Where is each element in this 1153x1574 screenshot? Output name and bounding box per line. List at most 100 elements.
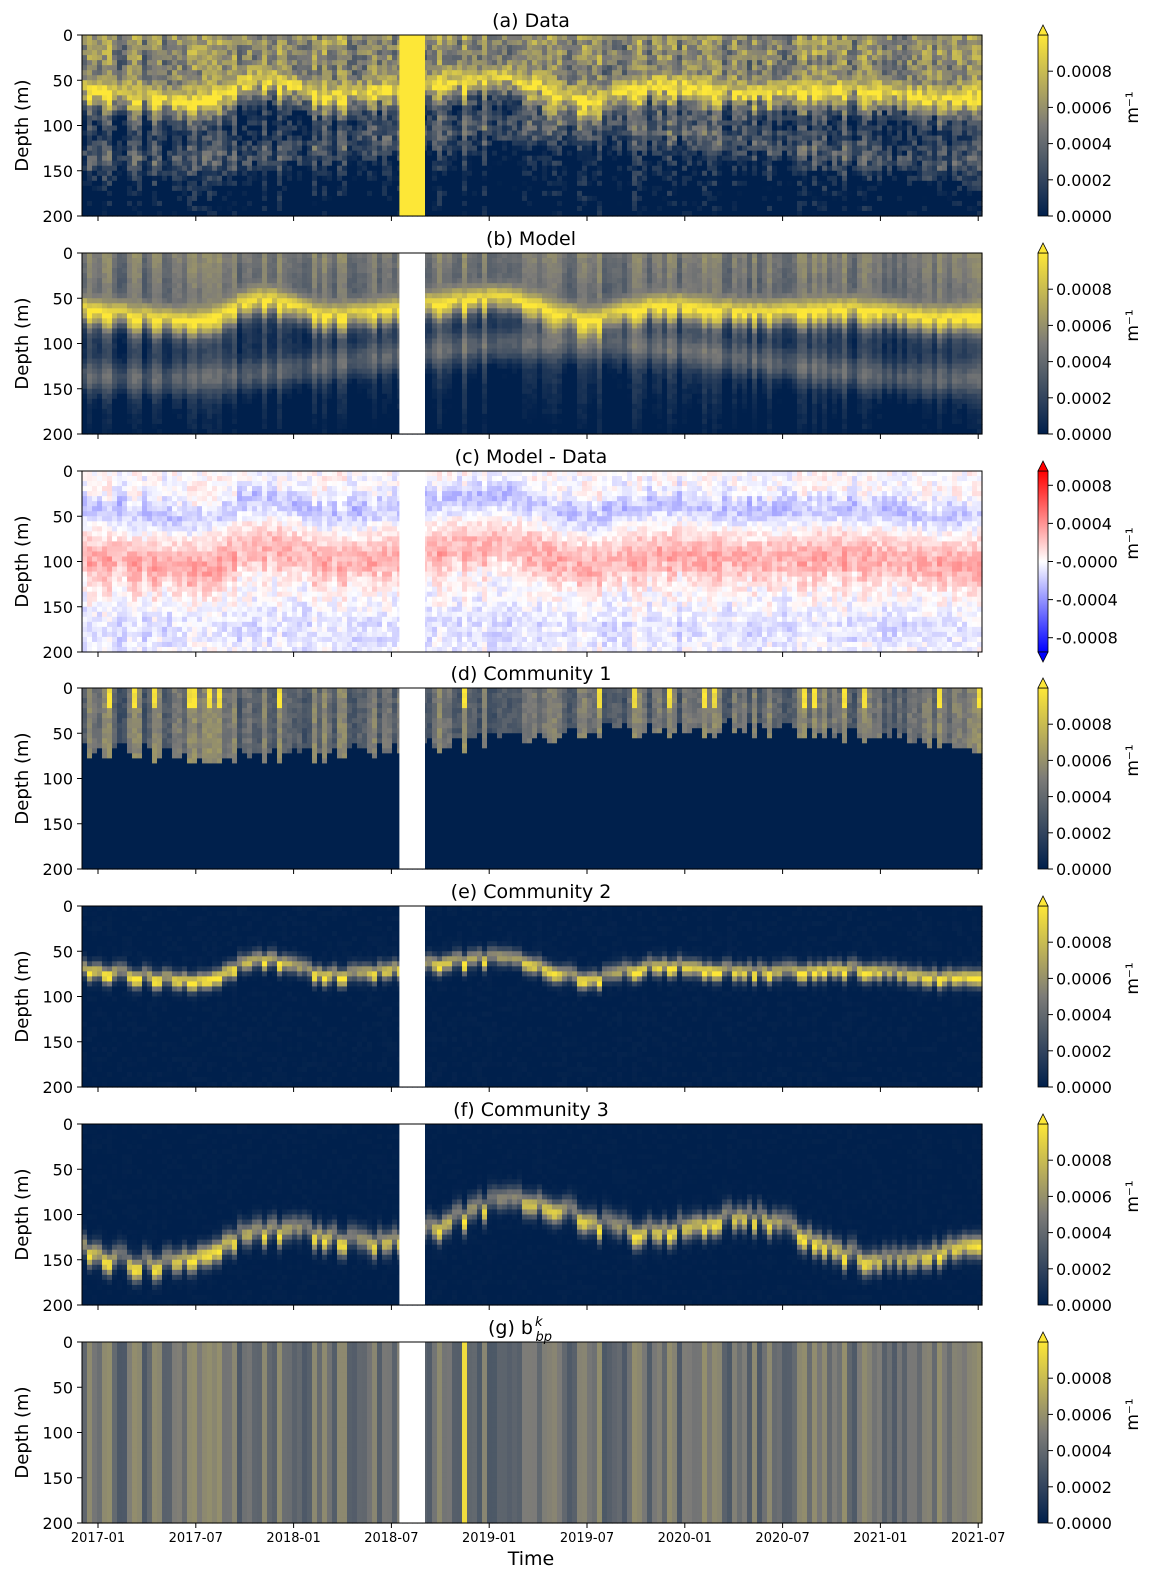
heatmap-cell — [112, 55, 118, 61]
heatmap-cell — [242, 156, 248, 162]
heatmap-cell — [92, 105, 98, 111]
heatmap-cell — [82, 95, 88, 101]
heatmap-cell — [92, 60, 98, 66]
heatmap-cell — [82, 126, 88, 132]
heatmap-cell — [332, 95, 338, 101]
heatmap-cell — [202, 85, 208, 91]
heatmap-cell — [267, 70, 273, 76]
heatmap-cell — [187, 156, 193, 162]
heatmap-cell — [367, 95, 373, 101]
heatmap-cell — [332, 90, 338, 96]
heatmap-cell — [362, 115, 368, 121]
heatmap-cell — [267, 191, 273, 197]
heatmap-cell — [152, 181, 158, 187]
heatmap-cell — [262, 191, 268, 197]
heatmap-cell — [87, 201, 93, 207]
heatmap-cell — [222, 115, 228, 121]
heatmap-cell — [137, 186, 143, 192]
heatmap-cell — [267, 40, 273, 46]
heatmap-cell — [387, 201, 393, 207]
heatmap-cell — [432, 90, 438, 96]
heatmap-cell — [297, 100, 303, 106]
heatmap-cell — [347, 115, 353, 121]
heatmap-cell — [207, 126, 213, 132]
heatmap-cell — [82, 206, 88, 212]
heatmap-cell — [347, 65, 353, 71]
heatmap-cell — [152, 186, 158, 192]
heatmap-cell — [82, 40, 88, 46]
heatmap-cell — [252, 50, 258, 56]
heatmap-cell — [82, 120, 88, 126]
heatmap-cell — [102, 131, 108, 137]
heatmap-cell — [372, 65, 378, 71]
heatmap-cell — [282, 120, 288, 126]
heatmap-cell — [157, 126, 163, 132]
heatmap-cell — [197, 80, 203, 86]
heatmap-cell — [142, 55, 148, 61]
heatmap-cell — [272, 45, 278, 51]
heatmap-cell — [187, 120, 193, 126]
heatmap-cell — [357, 176, 363, 182]
heatmap-cell — [197, 161, 203, 167]
heatmap-cell — [297, 85, 303, 91]
heatmap-cell — [222, 80, 228, 86]
heatmap-cell — [157, 181, 163, 187]
heatmap-cell — [387, 171, 393, 177]
heatmap-cell — [127, 95, 133, 101]
heatmap-cell — [192, 45, 198, 51]
heatmap-cell — [347, 35, 353, 41]
heatmap-cell — [297, 191, 303, 197]
heatmap-cell — [117, 110, 123, 116]
heatmap-cell — [167, 186, 173, 192]
heatmap-cell — [387, 95, 393, 101]
heatmap-cell — [267, 75, 273, 81]
heatmap-cell — [82, 70, 88, 76]
heatmap-cell — [217, 55, 223, 61]
heatmap-cell — [182, 75, 188, 81]
heatmap-cell — [327, 70, 333, 76]
heatmap-cell — [372, 70, 378, 76]
heatmap-cell — [162, 201, 168, 207]
heatmap-cell — [282, 80, 288, 86]
heatmap-cell — [297, 110, 303, 116]
heatmap-cell — [137, 176, 143, 182]
heatmap-cell — [327, 60, 333, 66]
heatmap-cell — [172, 136, 178, 142]
heatmap-cell — [167, 166, 173, 172]
heatmap-cell — [252, 186, 258, 192]
heatmap-cell — [302, 120, 308, 126]
heatmap-cell — [112, 80, 118, 86]
heatmap-cell — [327, 126, 333, 132]
heatmap-cell — [237, 156, 243, 162]
heatmap-cell — [212, 171, 218, 177]
heatmap-cell — [257, 95, 263, 101]
heatmap-cell — [272, 90, 278, 96]
heatmap-cell — [217, 186, 223, 192]
heatmap-cell — [132, 151, 138, 157]
heatmap-cell — [142, 120, 148, 126]
heatmap-cell — [247, 35, 253, 41]
heatmap-cell — [97, 146, 103, 152]
heatmap-cell — [247, 156, 253, 162]
heatmap-cell — [347, 191, 353, 197]
heatmap-cell — [392, 110, 398, 116]
heatmap-cell — [362, 161, 368, 167]
heatmap-cell — [167, 120, 173, 126]
heatmap-cell — [302, 136, 308, 142]
heatmap-cell — [302, 161, 308, 167]
heatmap-cell — [317, 201, 323, 207]
heatmap-cell — [342, 151, 348, 157]
heatmap-cell — [347, 201, 353, 207]
heatmap-cell — [102, 151, 108, 157]
heatmap-cell — [92, 196, 98, 202]
heatmap-cell — [132, 115, 138, 121]
heatmap-cell — [282, 105, 288, 111]
heatmap-cell — [277, 50, 283, 56]
heatmap-cell — [187, 186, 193, 192]
heatmap-cell — [272, 80, 278, 86]
heatmap-cell — [192, 95, 198, 101]
heatmap-cell — [187, 110, 193, 116]
heatmap-cell — [202, 181, 208, 187]
heatmap-cell — [232, 201, 238, 207]
heatmap-cell — [292, 131, 298, 137]
